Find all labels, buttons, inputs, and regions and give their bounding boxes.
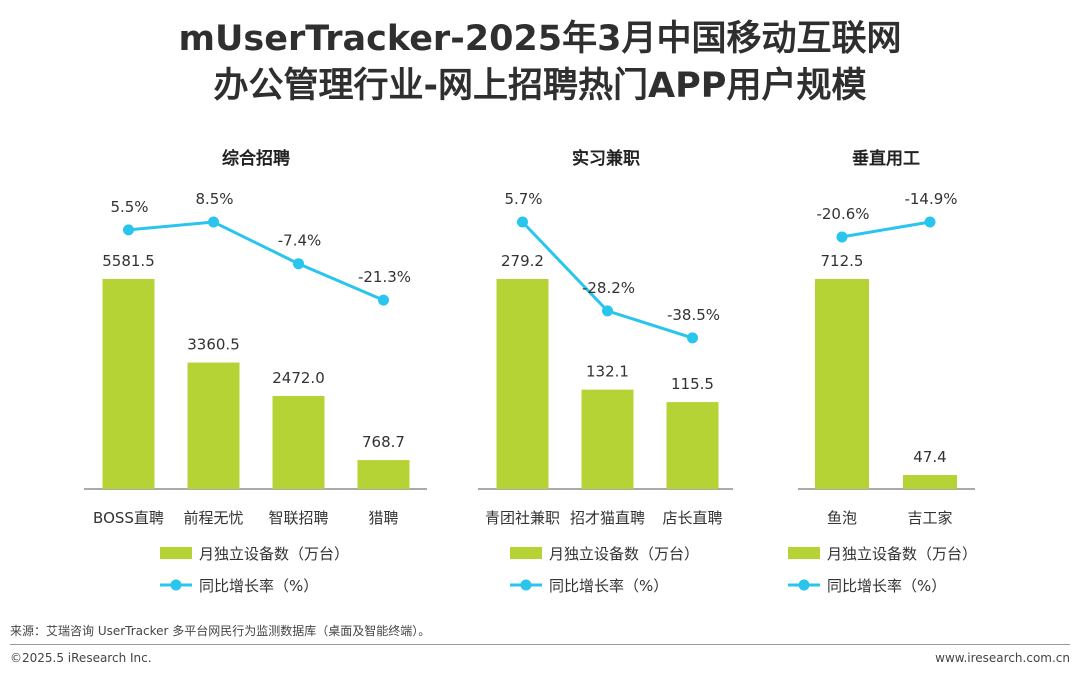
growth-line	[128, 220, 385, 302]
category-label: 吉工家	[907, 509, 952, 527]
growth-point	[378, 294, 389, 306]
legend-bar-label: 月独立设备数（万台）	[827, 545, 977, 563]
category-label: 鱼泡	[827, 509, 857, 527]
bar-value-label: 115.5	[671, 375, 714, 393]
source-note: 来源：艾瑞咨询 UserTracker 多平台网民行为监测数据库（桌面及智能终端…	[10, 624, 431, 638]
legend-bar-label: 月独立设备数（万台）	[199, 545, 349, 563]
footer-divider	[10, 644, 1070, 645]
panel-title: 综合招聘	[222, 148, 290, 169]
bar-value-label: 5581.5	[102, 252, 155, 270]
bar	[272, 395, 325, 489]
growth-line	[841, 220, 931, 239]
category-label: 猎聘	[368, 509, 398, 527]
growth-point	[123, 224, 134, 236]
legend-bar-swatch	[788, 547, 820, 559]
legend-line-marker	[170, 579, 182, 591]
bar-value-label: 132.1	[586, 363, 629, 381]
growth-value-label: -28.2%	[582, 279, 635, 297]
bar-value-label: 712.5	[821, 252, 864, 270]
panel-title: 垂直用工	[852, 148, 920, 169]
bar-value-label: 279.2	[501, 252, 544, 270]
legend-bar-label: 月独立设备数（万台）	[549, 545, 699, 563]
bar	[903, 475, 957, 489]
page-title-line-1: mUserTracker-2025年3月中国移动互联网	[178, 19, 902, 59]
growth-value-label: 5.5%	[110, 198, 148, 216]
legend-line-label: 同比增长率（%）	[549, 577, 668, 595]
chart-area: 综合招聘 5581.5 BOSS直聘 3360.5 前程无忧 2472.0 智联招聘 768.…	[84, 148, 977, 595]
bar	[357, 460, 410, 489]
growth-value-label: 5.7%	[504, 190, 542, 208]
bar-value-label: 768.7	[362, 433, 405, 451]
bar	[496, 279, 549, 489]
growth-point	[836, 231, 848, 243]
legend-line-marker	[520, 579, 532, 591]
growth-point	[517, 216, 528, 228]
website-link[interactable]: www.iresearch.com.cn	[935, 651, 1070, 665]
category-label: 店长直聘	[662, 509, 722, 527]
legend-line-label: 同比增长率（%）	[827, 577, 946, 595]
copyright-text: ©2025.5 iResearch Inc.	[10, 651, 152, 665]
category-label: 前程无忧	[183, 509, 243, 527]
legend-bar-swatch	[510, 547, 542, 559]
bar	[102, 279, 155, 489]
bar	[187, 362, 240, 489]
growth-point	[687, 332, 698, 344]
bar-value-label: 2472.0	[272, 369, 325, 387]
growth-point	[602, 305, 613, 317]
growth-value-label: -14.9%	[904, 190, 957, 208]
category-label: BOSS直聘	[93, 509, 164, 527]
bar	[815, 279, 869, 489]
legend-bar-swatch	[160, 547, 192, 559]
bar-value-label: 3360.5	[187, 336, 240, 354]
category-label: 招才猫直聘	[570, 509, 645, 527]
growth-value-label: -20.6%	[816, 205, 869, 223]
growth-value-label: -38.5%	[667, 306, 720, 324]
growth-value-label: -21.3%	[358, 268, 411, 286]
growth-point	[293, 258, 304, 270]
growth-point	[924, 216, 936, 228]
bar-value-label: 47.4	[913, 448, 946, 466]
category-label: 智联招聘	[268, 509, 328, 527]
legend-line-marker	[798, 579, 810, 591]
bar	[581, 389, 634, 489]
panel-title: 实习兼职	[572, 148, 640, 169]
growth-value-label: 8.5%	[195, 190, 233, 208]
bar	[666, 402, 719, 489]
growth-point	[208, 216, 219, 228]
growth-value-label: -7.4%	[278, 232, 322, 250]
page-title-line-2: 办公管理行业-网上招聘热门APP用户规模	[213, 66, 867, 106]
legend-line-label: 同比增长率（%）	[199, 577, 318, 595]
category-label: 青团社兼职	[485, 509, 560, 527]
